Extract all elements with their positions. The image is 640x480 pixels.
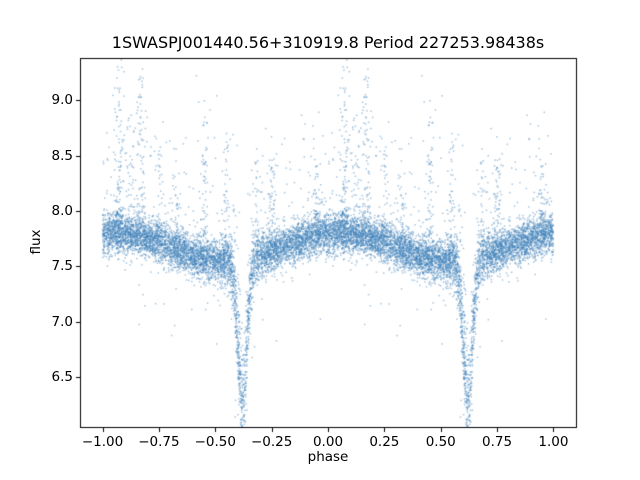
y-tick-label: 7.5 <box>51 258 73 275</box>
x-tick-label: 0.00 <box>312 434 344 450</box>
y-axis-label: flux <box>28 229 44 255</box>
x-axis-label: phase <box>307 449 349 465</box>
chart-title: 1SWASPJ001440.56+310919.8 Period 227253.… <box>111 33 545 52</box>
x-tick-label: −0.75 <box>138 434 180 450</box>
x-tick-label: 1.00 <box>538 434 569 450</box>
x-tick-label: 0.25 <box>369 434 400 450</box>
y-tick-label: 7.0 <box>51 313 73 330</box>
x-tick-label: −1.00 <box>81 434 124 450</box>
x-tick-label: −0.50 <box>194 434 236 450</box>
y-tick-label: 6.5 <box>51 369 73 386</box>
x-tick-label: 0.75 <box>482 434 513 450</box>
x-tick-label: 0.50 <box>425 434 456 450</box>
y-tick-label: 9.0 <box>51 92 73 109</box>
y-tick-label: 8.0 <box>51 202 73 219</box>
y-tick-label: 8.5 <box>51 147 73 164</box>
x-tick-label: −0.25 <box>250 434 293 450</box>
